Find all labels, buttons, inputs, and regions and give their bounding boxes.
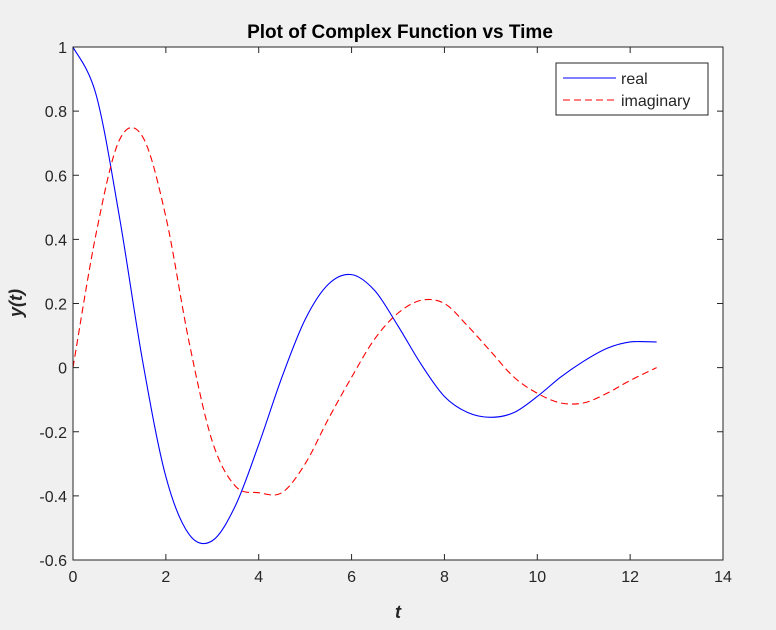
- y-axis-label: y(t): [6, 289, 26, 318]
- y-tick-label: -0.2: [39, 425, 67, 442]
- x-tick-label: 6: [347, 569, 356, 586]
- x-axis-ticks: 0 2 4 6 8 10 12 14: [69, 47, 732, 586]
- series-imaginary-line: [72, 127, 657, 496]
- legend-imaginary-label: imaginary: [621, 93, 690, 110]
- legend-real-label: real: [621, 71, 648, 88]
- x-axis-label: t: [395, 602, 402, 622]
- chart-title: Plot of Complex Function vs Time: [247, 22, 553, 43]
- y-tick-label: 1: [58, 40, 67, 57]
- y-tick-label: -0.4: [39, 489, 67, 506]
- y-tick-label: 0.2: [45, 297, 67, 314]
- y-tick-label: 0.6: [45, 168, 67, 185]
- x-tick-label: 2: [161, 569, 170, 586]
- x-tick-label: 10: [528, 569, 546, 586]
- legend-box: [555, 62, 709, 116]
- y-tick-label: 0.4: [45, 232, 67, 249]
- x-tick-label: 14: [714, 569, 732, 586]
- y-tick-label: -0.6: [39, 553, 67, 570]
- x-tick-label: 4: [254, 569, 263, 586]
- y-axis-ticks: -0.6 -0.4 -0.2 0 0.2 0.4 0.6 0.8 1: [39, 40, 723, 570]
- x-tick-label: 0: [69, 569, 78, 586]
- x-tick-label: 12: [621, 569, 639, 586]
- y-tick-label: 0: [58, 361, 67, 378]
- x-tick-label: 8: [440, 569, 449, 586]
- legend: real imaginary: [555, 62, 709, 116]
- plot-lines: [72, 46, 657, 545]
- plot-area: [73, 47, 723, 560]
- series-real-line: [72, 46, 657, 545]
- y-tick-label: 0.8: [45, 104, 67, 121]
